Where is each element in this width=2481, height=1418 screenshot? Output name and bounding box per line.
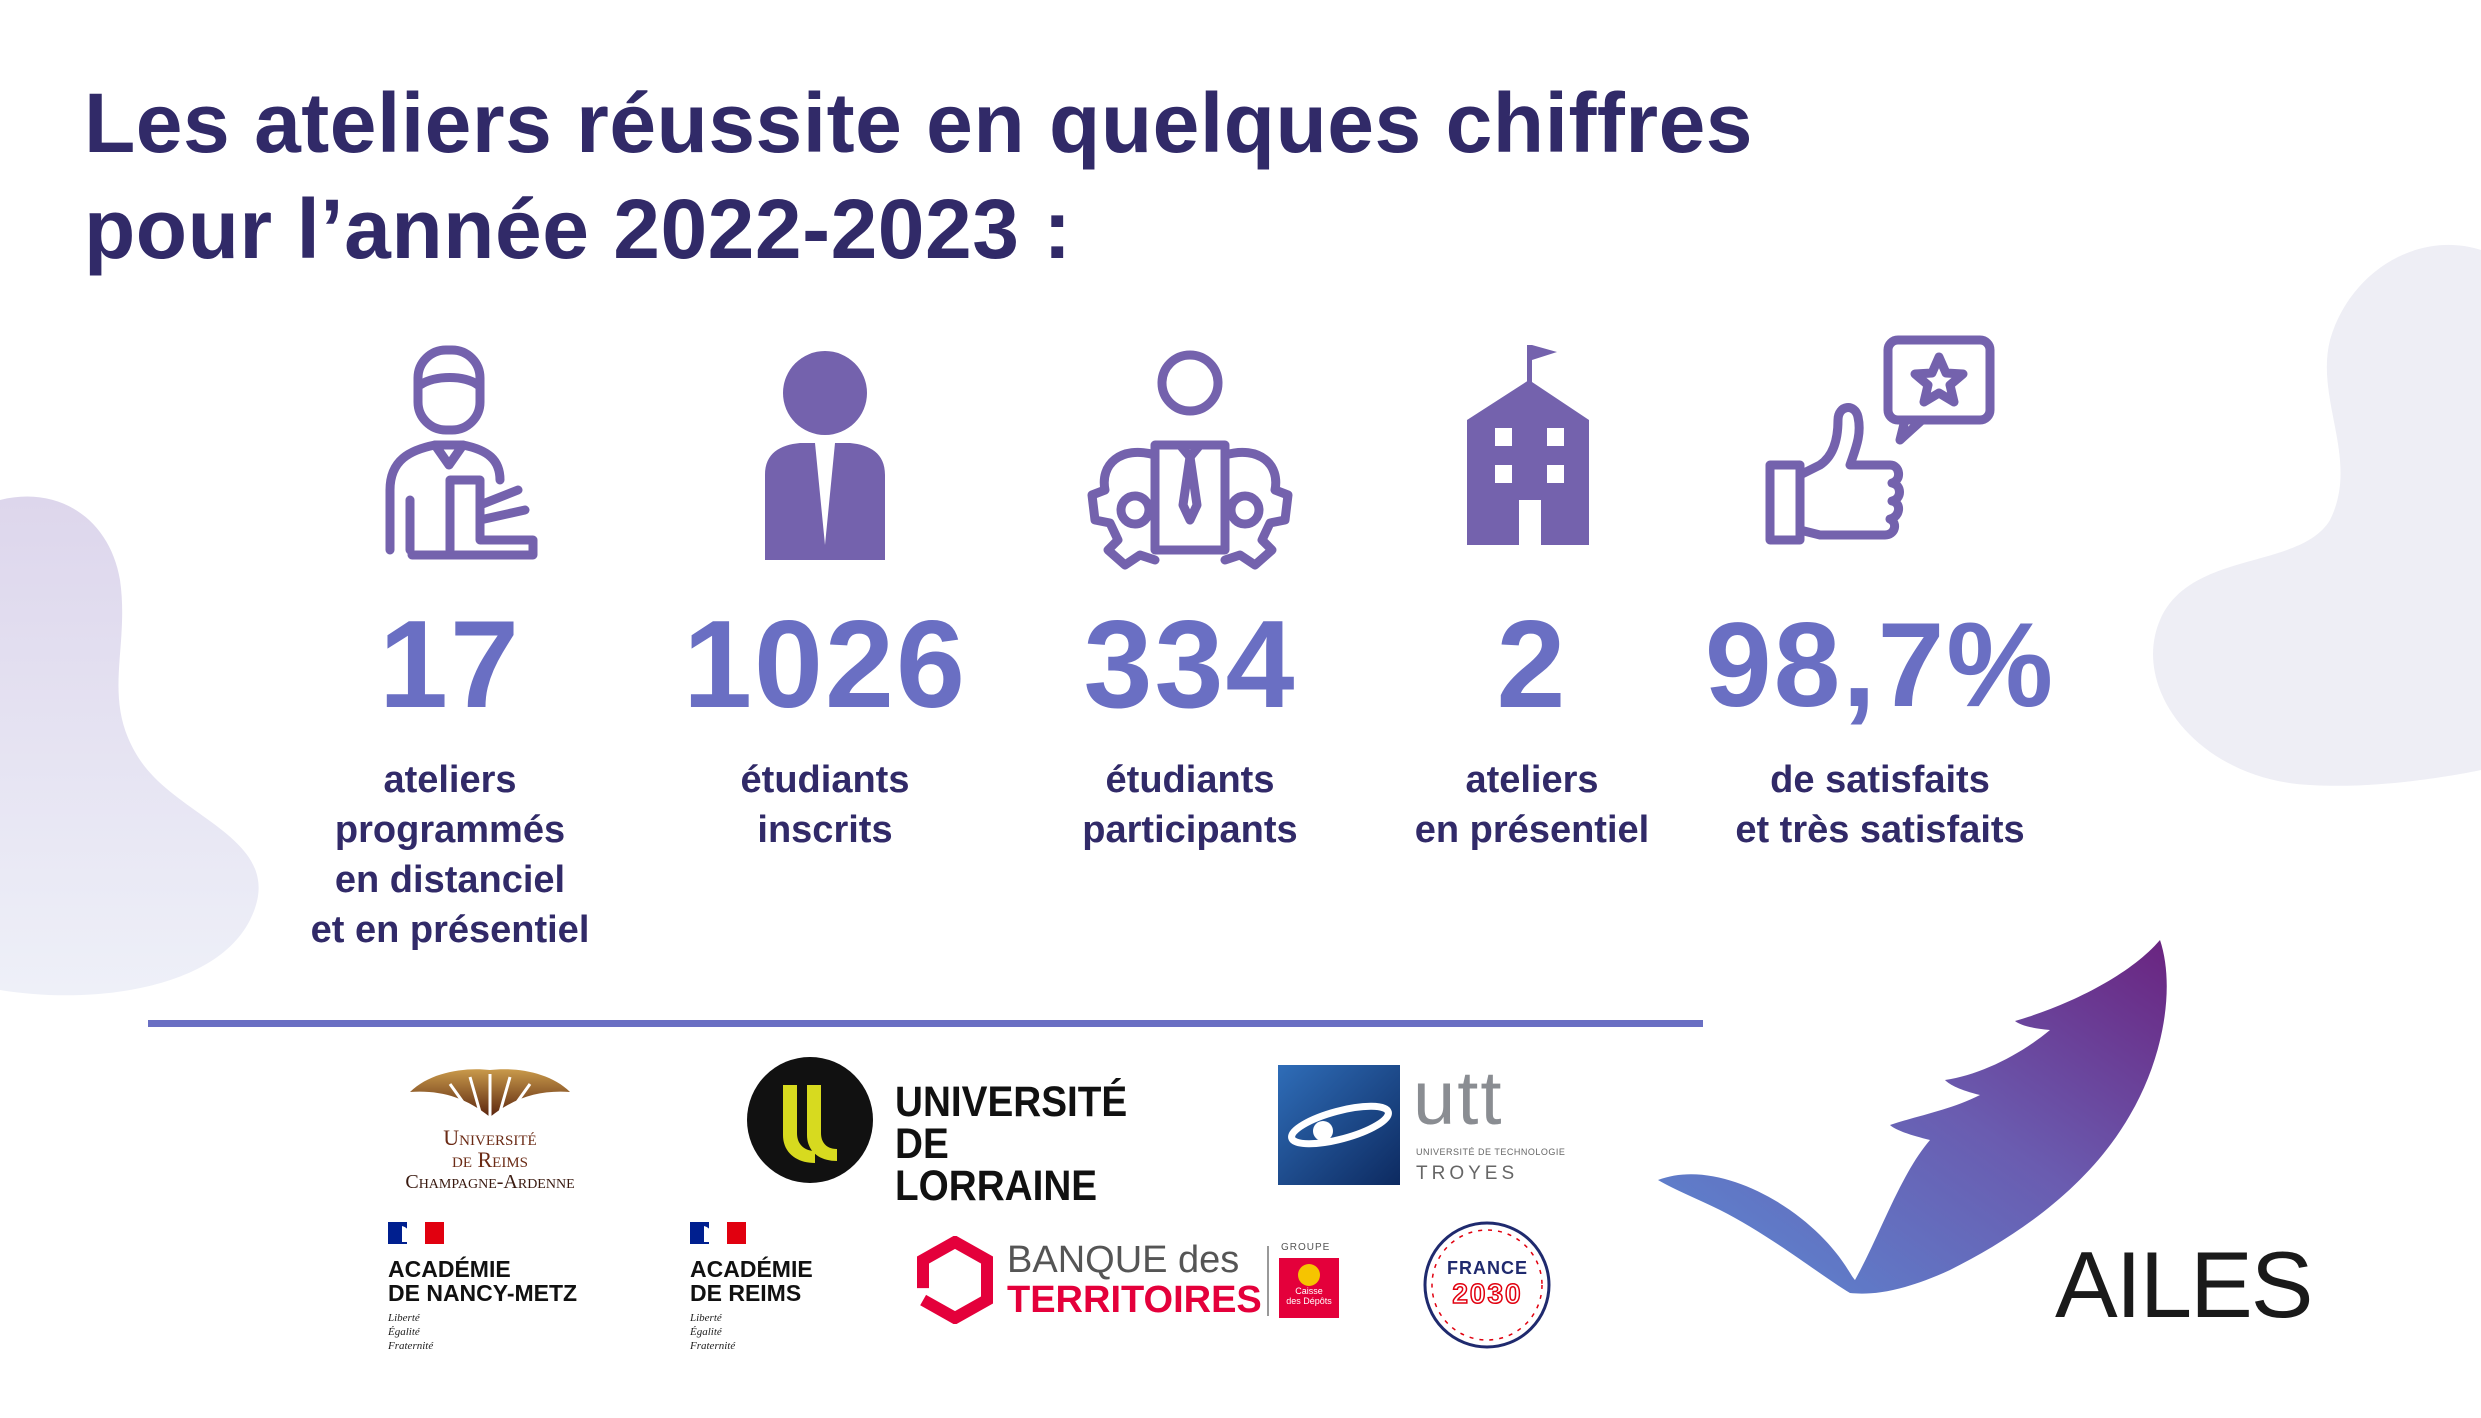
utt-city: TROYES (1416, 1163, 1519, 1184)
stat-label: ateliers en présentiel (1414, 759, 1650, 851)
thumbs-up-star-icon (1765, 335, 1995, 545)
stat-label: ateliers programmés en distanciel et en … (310, 759, 590, 951)
ailes-text: AILES (2055, 1232, 2313, 1337)
ailes-wing-emblem (1658, 940, 2167, 1294)
stat-label: étudiants participants (1082, 759, 1298, 851)
banque-hexagon-icon (917, 1236, 993, 1324)
stat-in-person: 2 ateliers en présentiel (1352, 335, 1712, 965)
background-blob-left (0, 496, 259, 996)
france2030-line-2: 2030 (1452, 1277, 1523, 1310)
utt-subtitle: UNIVERSITÉ DE TECHNOLOGIE (1416, 1147, 1566, 1157)
banque-line-2: TERRITOIRES (1007, 1279, 1262, 1321)
marianne-flag-icon (690, 1222, 746, 1244)
logo-universite-lorraine: UNIVERSITÉ DE LORRAINE (745, 1055, 1145, 1208)
cdc-groupe: GROUPE (1281, 1242, 1331, 1253)
banque-separator (1267, 1246, 1269, 1316)
stat-label: de satisfaits et très satisfaits (1735, 759, 2025, 851)
logo-universite-reims: Université de Reims Champagne-Ardenne (370, 1062, 610, 1197)
cdc-emblem: Caisse des Dépôts (1279, 1258, 1339, 1318)
logo-academie-nancy-metz: ACADÉMIE DE NANCY-METZ Liberté Égalité F… (388, 1222, 608, 1352)
logo-academie-reims: ACADÉMIE DE REIMS Liberté Égalité Frater… (690, 1222, 870, 1352)
logo-utt: utt UNIVERSITÉ DE TECHNOLOGIE TROYES (1278, 1059, 1628, 1190)
stat-value: 2 (1496, 596, 1568, 734)
title-line-2: pour l’année 2022-2023 : (84, 182, 1072, 276)
lorraine-name-1: UNIVERSITÉ (895, 1078, 1128, 1126)
school-building-icon (1467, 345, 1589, 545)
businessman-icon (765, 351, 885, 560)
france2030-line-1: FRANCE (1447, 1258, 1528, 1278)
logo-france-2030: FRANCE 2030 (1420, 1218, 1555, 1353)
reims-name-1: Université (443, 1125, 537, 1150)
lorraine-name-2: DE LORRAINE (895, 1120, 1098, 1210)
reims-name-2: de Reims (451, 1147, 528, 1172)
divider (148, 1020, 1703, 1027)
title-line-1: Les ateliers réussite en quelques chiffr… (84, 76, 1754, 170)
stat-label: étudiants inscrits (740, 759, 910, 851)
academie-nancy-name-1: ACADÉMIE (388, 1256, 511, 1282)
stat-value: 334 (1083, 596, 1297, 734)
france2030-ring (1423, 1221, 1551, 1349)
stat-workshops: 17 ateliers programmés en distanciel et … (270, 335, 630, 965)
academie-nancy-name-2: DE NANCY-METZ (388, 1280, 578, 1306)
utt-mark: utt (1413, 1056, 1504, 1141)
stat-value: 98,7% (1704, 598, 2056, 732)
page-title: Les ateliers réussite en quelques chiffr… (84, 70, 1753, 282)
reims-crown-emblem (410, 1069, 570, 1117)
logo-ailes: AILES (1650, 935, 2313, 1355)
stat-participants: 334 étudiants participants (1010, 335, 1370, 965)
stat-enrolled: 1026 étudiants inscrits (645, 335, 1005, 965)
cdc-squirrel-icon (1298, 1264, 1320, 1286)
marianne-flag-icon (388, 1222, 444, 1244)
teacher-desk-icon (385, 345, 538, 560)
utt-emblem (1278, 1065, 1400, 1185)
reims-name-3: Champagne-Ardenne (405, 1171, 575, 1193)
banque-line-1: BANQUE des (1007, 1239, 1240, 1281)
stat-value: 17 (379, 596, 521, 734)
academie-reims-name-2: DE REIMS (690, 1280, 802, 1306)
stat-value: 1026 (683, 596, 967, 734)
team-gears-icon (1087, 350, 1293, 570)
stat-satisfaction: 98,7% de satisfaits et très satisfaits (1700, 335, 2060, 965)
logo-banque-des-territoires: BANQUE des TERRITOIRES GROUPE Caisse des… (915, 1236, 1355, 1326)
lorraine-emblem (747, 1057, 873, 1183)
academie-reims-name-1: ACADÉMIE (690, 1256, 813, 1282)
background-blob-right (2153, 244, 2481, 786)
